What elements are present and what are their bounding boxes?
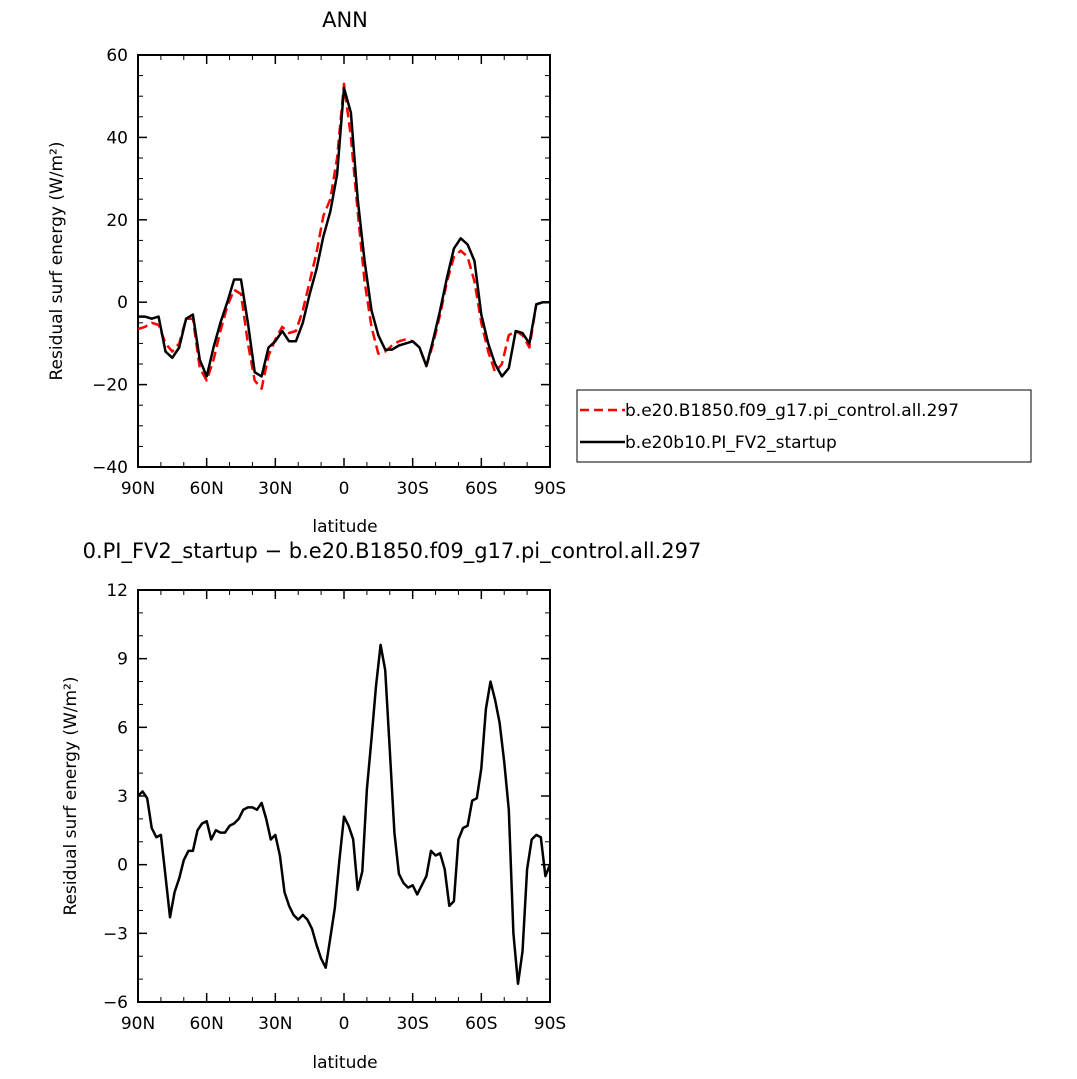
x-tick-label: 90N [121,1014,155,1034]
x-tick-label: 60S [465,1014,497,1034]
x-axis-label: latitude [312,517,377,537]
y-tick-label: 3 [117,787,128,807]
tick-group: 90N 60N 30N 0 30S 60S 90S −6 −3 0 3 6 9 12 [103,581,566,1034]
panel-title: ANN [322,8,368,32]
y-tick-label: −6 [103,993,128,1013]
y-tick-label: 0 [117,293,128,313]
panel-annual-mean: ANN 90N 60N 30N 0 30S 60S 90S −40 −20 0 20 40 60 lat… [47,8,1032,537]
plot-frame [137,54,551,468]
plot-frame [137,589,551,1003]
x-tick-label: 30N [258,1014,292,1034]
panel-title: 0.PI_FV2_startup − b.e20.B1850.f09_g17.p… [83,539,702,564]
y-tick-label: 6 [117,718,128,738]
series-line-0 [137,643,552,985]
series-line-0 [137,82,550,390]
panel-difference: 0.PI_FV2_startup − b.e20.B1850.f09_g17.p… [61,539,701,1073]
x-tick-label: 90S [534,1014,566,1034]
legend-label-control: b.e20.B1850.f09_g17.pi_control.all.297 [625,401,959,421]
x-tick-label: 60N [189,1014,223,1034]
x-tick-label: 30S [396,479,428,499]
legend: b.e20.B1850.f09_g17.pi_control.all.297 b… [576,389,1032,463]
x-axis-label: latitude [312,1053,377,1073]
y-axis-label: Residual surf energy (W/m²) [47,141,67,380]
legend-label-startup: b.e20b10.PI_FV2_startup [625,433,837,453]
x-tick-label: 90S [534,479,566,499]
y-tick-label: 0 [117,856,128,876]
x-tick-label: 30S [396,1014,428,1034]
y-tick-label: 9 [117,650,128,670]
y-tick-label: −20 [92,376,128,396]
y-tick-label: −3 [103,924,128,944]
y-tick-label: 40 [106,128,128,148]
tick-group: 90N 60N 30N 0 30S 60S 90S −40 −20 0 20 40 60 [92,46,566,499]
x-tick-label: 60N [189,479,223,499]
series-line-1 [138,86,550,378]
y-tick-label: 20 [106,211,128,231]
series-group [137,643,552,985]
x-tick-label: 90N [121,479,155,499]
x-tick-label: 60S [465,479,497,499]
y-tick-label: 60 [106,46,128,66]
series-group [137,82,550,390]
x-tick-label: 30N [258,479,292,499]
x-tick-label: 0 [339,479,350,499]
y-axis-label: Residual surf energy (W/m²) [61,676,81,915]
y-tick-label: 12 [106,581,128,601]
x-tick-label: 0 [339,1014,350,1034]
y-tick-label: −40 [92,458,128,478]
legend-box [576,389,1032,463]
